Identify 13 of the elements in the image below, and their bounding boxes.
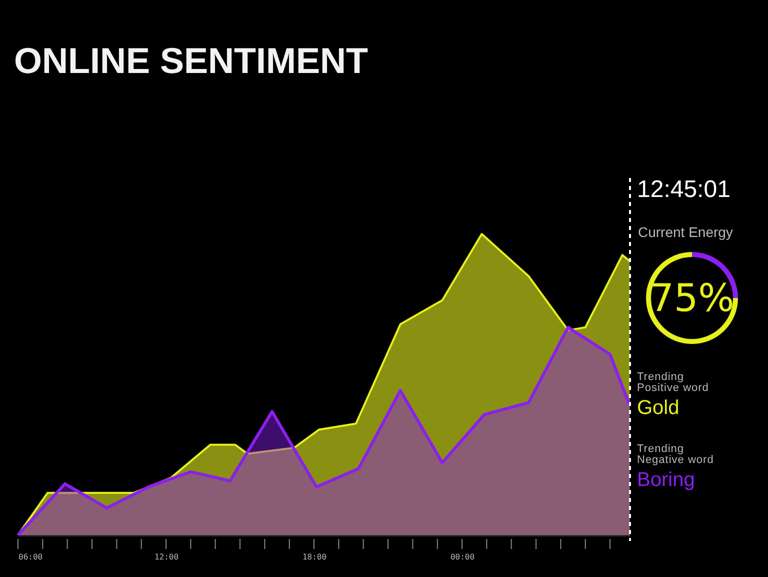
chart-title: Current Energy — [638, 224, 733, 240]
text: Trending Negative word — [637, 443, 715, 466]
text: Boring — [637, 469, 695, 491]
data-label: 75% — [650, 276, 734, 320]
x-tick-label: 12:00 — [154, 552, 179, 562]
x-tick-label: 06:00 — [18, 552, 43, 562]
donut-slice — [646, 252, 738, 344]
text: 12:45:01 — [637, 176, 730, 203]
text: Gold — [637, 397, 680, 419]
x-tick-label: 18:00 — [302, 552, 327, 562]
chart-title: ONLINE SENTIMENT — [14, 40, 368, 81]
text: Trending Positive word — [637, 371, 710, 394]
x-tick-label: 00:00 — [450, 552, 475, 562]
